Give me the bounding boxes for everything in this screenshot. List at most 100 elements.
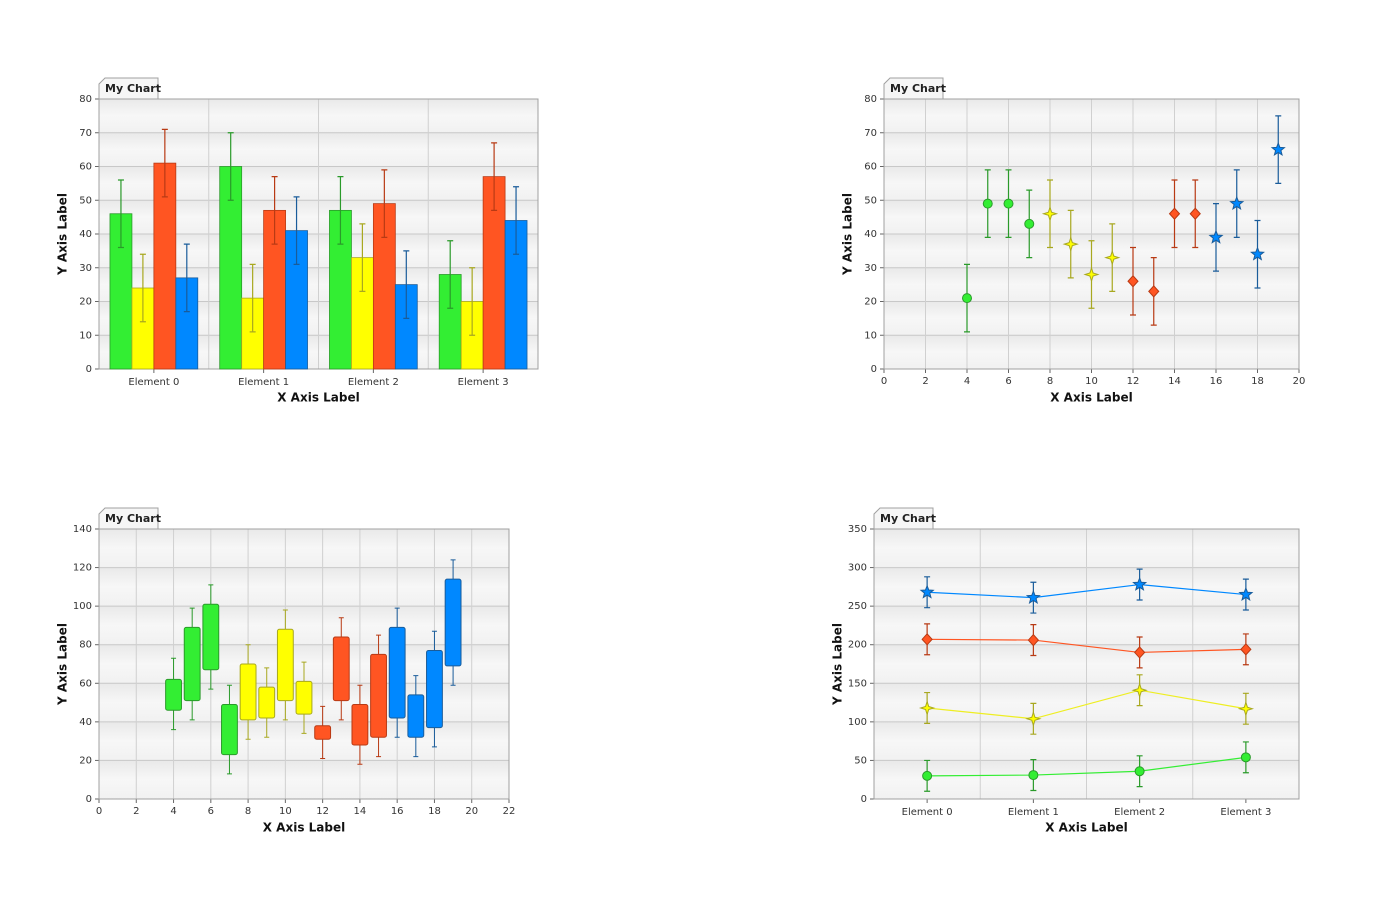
error-bar — [139, 253, 146, 323]
x-axis-title: X Axis Label — [1045, 821, 1127, 835]
y-tick-label: 40 — [79, 229, 92, 240]
chart: 0 20 40 60 80 100 120 140 0 2 4 6 8 10 12 14 16 18 20 22 My … — [56, 507, 515, 835]
marker — [1025, 710, 1042, 727]
marker — [1189, 207, 1201, 220]
marker — [1270, 141, 1286, 156]
x-tick-label: 18 — [1251, 376, 1264, 387]
error-bar — [117, 179, 124, 249]
y-tick-label: 350 — [848, 524, 867, 535]
error-bar — [447, 240, 454, 309]
x-tick-label: 12 — [316, 806, 329, 817]
marker — [918, 699, 936, 717]
y-axis-title: Y Axis Label — [841, 193, 855, 276]
x-tick-label: 8 — [1047, 376, 1053, 387]
error-bar — [337, 176, 344, 245]
x-tick-label: 6 — [1005, 376, 1011, 387]
marker — [1104, 249, 1121, 266]
plot-band — [99, 760, 509, 799]
y-tick-label: 0 — [86, 364, 92, 375]
marker — [1041, 205, 1059, 222]
candle-body — [351, 704, 369, 746]
marker — [1027, 633, 1040, 647]
marker — [919, 584, 935, 599]
y-tick-label: 20 — [79, 755, 92, 766]
y-tick-label: 70 — [79, 128, 92, 139]
x-tick-label: 18 — [428, 806, 441, 817]
plot-border — [883, 98, 1300, 370]
error-bar — [491, 142, 498, 211]
x-axis-title: X Axis Label — [277, 391, 359, 405]
marker — [1062, 235, 1079, 253]
chart-title: My Chart — [880, 512, 936, 525]
title-tab — [98, 77, 159, 100]
x-tick-label: Element 3 — [1220, 807, 1271, 818]
title-tab — [883, 77, 944, 100]
y-tick-label: 10 — [864, 330, 877, 341]
y-tick-label: 50 — [854, 755, 867, 766]
y-tick-label: 250 — [848, 601, 867, 612]
marker — [1083, 266, 1100, 283]
candle-body — [165, 678, 182, 711]
marker — [1025, 589, 1041, 605]
y-tick-label: 60 — [864, 162, 877, 173]
series-line — [927, 638, 1246, 654]
x-axis-title: X Axis Label — [263, 821, 345, 835]
marker — [922, 770, 933, 781]
x-tick-label: Element 0 — [902, 807, 953, 818]
candle-body — [407, 694, 425, 738]
y-tick-label: 40 — [864, 229, 877, 240]
y-tick-label: 200 — [848, 640, 867, 651]
x-tick-label: Element 3 — [458, 377, 509, 388]
y-tick-label: 0 — [871, 364, 877, 375]
candle-body — [276, 628, 294, 702]
error-bar — [161, 128, 168, 198]
x-axis-title: X Axis Label — [1050, 391, 1132, 405]
series-line — [927, 756, 1246, 777]
error-bar — [403, 250, 410, 319]
y-tick-label: 120 — [73, 563, 92, 574]
candle-body — [444, 578, 462, 667]
y-tick-label: 80 — [79, 94, 92, 105]
y-tick-label: 0 — [861, 794, 867, 805]
y-tick-label: 80 — [864, 94, 877, 105]
candle-body — [295, 680, 313, 715]
plot-border — [98, 528, 510, 800]
x-tick-label: 20 — [1293, 376, 1306, 387]
candle-body — [332, 636, 350, 702]
marker — [1134, 766, 1145, 777]
title-tab — [98, 507, 159, 530]
x-tick-label: 20 — [465, 806, 478, 817]
y-tick-label: 80 — [79, 640, 92, 651]
marker — [1127, 275, 1139, 288]
error-bar — [513, 186, 520, 255]
y-axis-title: Y Axis Label — [56, 193, 70, 276]
plot-band — [99, 567, 509, 607]
marker — [1003, 198, 1014, 209]
x-tick-label: 16 — [1210, 376, 1223, 387]
marker — [1148, 285, 1160, 298]
marker — [1208, 229, 1224, 244]
candle-body — [239, 663, 257, 721]
plot-band — [99, 529, 509, 568]
plot-border — [98, 98, 539, 370]
marker — [921, 633, 933, 646]
error-bar — [227, 132, 234, 201]
x-tick-label: 4 — [170, 806, 176, 817]
plot-band — [99, 606, 509, 645]
candle-body — [258, 686, 276, 719]
marker — [1168, 207, 1181, 220]
error-bar — [293, 196, 300, 265]
x-tick-label: 0 — [881, 376, 887, 387]
y-tick-label: 20 — [864, 297, 877, 308]
error-bar — [359, 223, 366, 292]
y-tick-label: 140 — [73, 524, 92, 535]
marker — [1024, 218, 1035, 229]
error-bar — [381, 169, 388, 238]
error-bar — [271, 176, 278, 245]
x-tick-label: 10 — [1085, 376, 1098, 387]
y-axis-title: Y Axis Label — [56, 623, 70, 706]
chart: 0 10 20 30 40 50 60 70 80 Element 0 Element 1 Eleme… — [56, 77, 539, 405]
x-tick-label: 14 — [1168, 376, 1181, 387]
